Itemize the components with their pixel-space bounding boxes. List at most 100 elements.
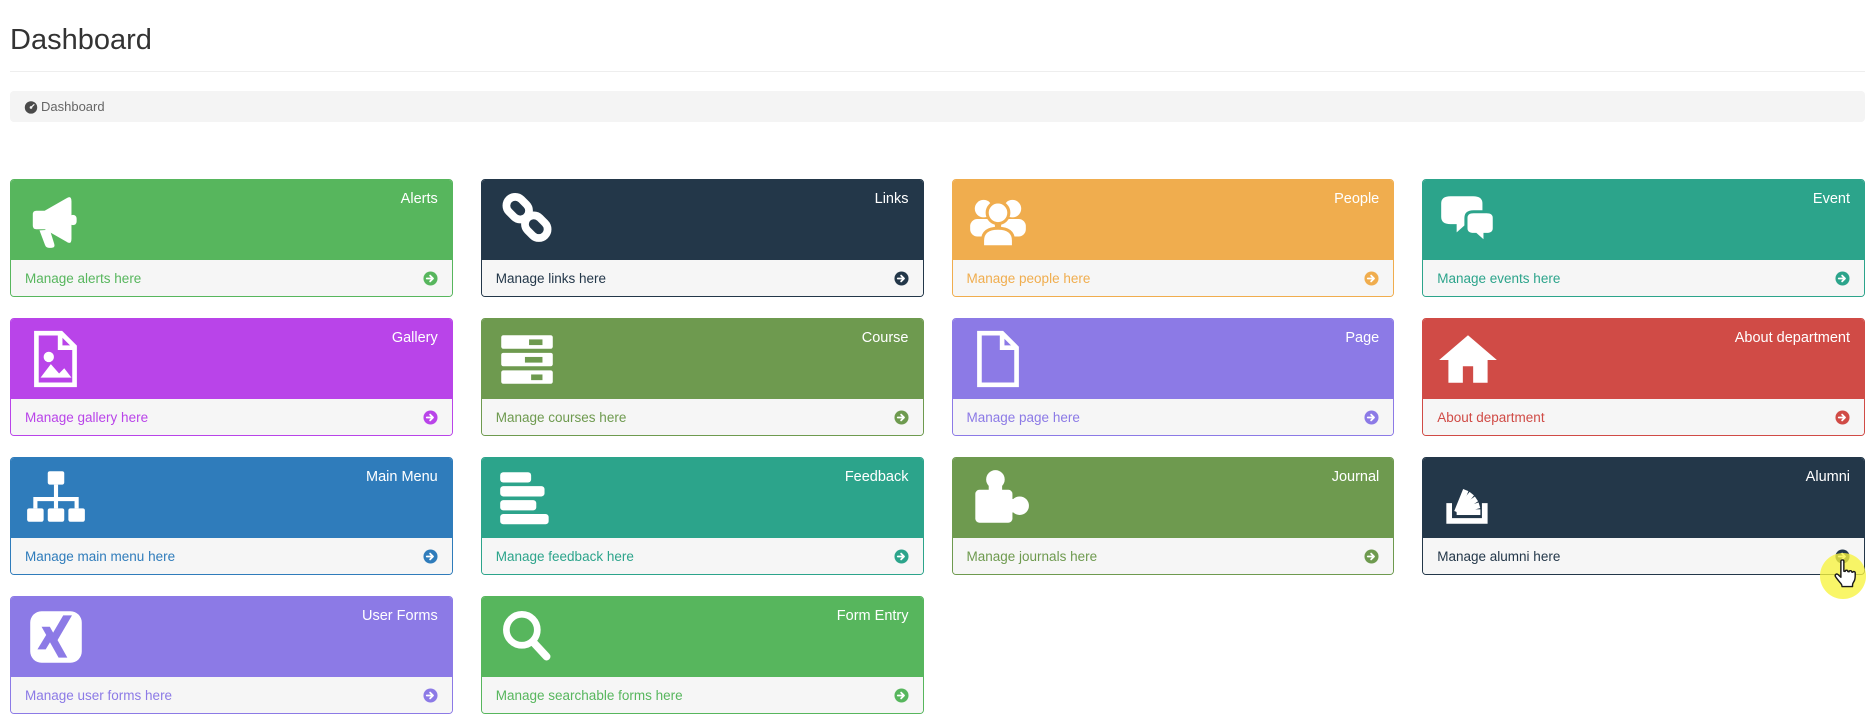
- card-title: Event: [1812, 191, 1850, 207]
- card-footer-label: Manage gallery here: [25, 409, 149, 425]
- card-header: People: [952, 180, 1394, 260]
- card-footer-link[interactable]: Manage page here: [952, 399, 1394, 435]
- arrow-circle-right-icon[interactable]: [1835, 548, 1850, 564]
- card-footer-link[interactable]: Manage events here: [1423, 260, 1864, 296]
- card-page: Page Manage page here: [951, 318, 1395, 436]
- card-people: People Manage people here: [951, 179, 1395, 297]
- arrow-circle-right-icon[interactable]: [423, 687, 438, 703]
- card-footer-label: Manage alumni here: [1437, 548, 1561, 564]
- bullhorn-icon: [23, 187, 89, 253]
- card-gallery: Gallery Manage gallery here: [10, 318, 453, 436]
- arrow-circle-right-icon[interactable]: [423, 548, 438, 564]
- card-footer-link[interactable]: Manage main menu here: [11, 538, 452, 574]
- comments-icon: [1435, 187, 1501, 253]
- card-title: Journal: [1331, 469, 1380, 485]
- arrow-circle-right-icon[interactable]: [893, 409, 909, 425]
- card-footer-link[interactable]: Manage people here: [952, 260, 1394, 296]
- card-main-menu: Main Menu Manage main menu here: [10, 457, 453, 575]
- card-footer-link[interactable]: Manage alumni here: [1423, 538, 1866, 599]
- arrow-circle-right-icon[interactable]: [893, 270, 909, 286]
- card-form-entry: Form Entry Manage searchable forms here: [480, 596, 924, 714]
- card-footer-label: Manage journals here: [966, 548, 1098, 564]
- card-header: User Forms: [11, 597, 452, 677]
- card-header: Main Menu: [11, 458, 452, 538]
- align-left-icon: [494, 465, 560, 531]
- card-header: Form Entry: [481, 597, 923, 677]
- card-footer-link[interactable]: Manage gallery here: [11, 399, 452, 435]
- arrow-circle-right-icon[interactable]: [1364, 548, 1379, 564]
- card-title: Course: [861, 330, 909, 346]
- tasks-icon: [494, 326, 560, 392]
- card-footer-label: Manage events here: [1437, 270, 1561, 286]
- arrow-circle-right-icon[interactable]: [1835, 409, 1850, 425]
- sitemap-icon: [23, 465, 89, 531]
- card-header: Event: [1423, 180, 1864, 260]
- arrow-circle-right-icon[interactable]: [893, 687, 909, 703]
- image-file-icon: [23, 326, 89, 392]
- card-title: Feedback: [844, 469, 909, 485]
- card-footer-link[interactable]: Manage journals here: [952, 538, 1394, 574]
- card-title: Form Entry: [836, 608, 909, 624]
- arrow-circle-right-icon[interactable]: [893, 548, 909, 564]
- card-footer-link[interactable]: About department: [1423, 399, 1864, 435]
- users-icon: [965, 187, 1031, 253]
- card-header: Links: [481, 180, 923, 260]
- card-title: Gallery: [391, 330, 438, 346]
- card-footer-label: Manage links here: [495, 270, 607, 286]
- dashboard-icon: [24, 100, 38, 114]
- card-links: Links Manage links here: [480, 179, 924, 297]
- card-title: People: [1334, 191, 1380, 207]
- arrow-circle-right-icon[interactable]: [423, 270, 438, 286]
- chain-link-icon: [494, 187, 560, 253]
- card-footer-label: Manage page here: [966, 409, 1080, 425]
- card-footer-label: Manage searchable forms here: [495, 687, 683, 703]
- card-footer-label: Manage main menu here: [25, 548, 176, 564]
- card-feedback: Feedback Manage feedback here: [480, 457, 924, 575]
- card-footer-link[interactable]: Manage searchable forms here: [481, 677, 923, 713]
- card-footer-label: Manage user forms here: [25, 687, 173, 703]
- card-footer-label: Manage people here: [966, 270, 1091, 286]
- card-alumni: Alumni Manage alumni here: [1422, 457, 1866, 599]
- card-header: Feedback: [481, 458, 923, 538]
- card-footer-link[interactable]: Manage alerts here: [11, 260, 452, 296]
- card-header: Course: [481, 319, 923, 399]
- card-title: Links: [874, 191, 909, 207]
- arrow-circle-right-icon[interactable]: [1835, 270, 1850, 286]
- card-title: Page: [1345, 330, 1380, 346]
- card-title: Alumni: [1805, 469, 1850, 485]
- stack-overflow-icon: [1435, 465, 1501, 531]
- card-footer-label: Manage alerts here: [25, 270, 142, 286]
- card-header: Journal: [952, 458, 1394, 538]
- card-title: About department: [1734, 330, 1850, 346]
- search-icon: [494, 604, 560, 670]
- card-footer-link[interactable]: Manage courses here: [481, 399, 923, 435]
- card-header: Alerts: [11, 180, 452, 260]
- card-footer-label: About department: [1437, 409, 1545, 425]
- card-header: Alumni: [1423, 458, 1864, 538]
- card-title: User Forms: [362, 608, 438, 624]
- card-footer-link[interactable]: Manage feedback here: [481, 538, 923, 574]
- breadcrumb[interactable]: Dashboard: [10, 91, 1865, 122]
- arrow-circle-right-icon[interactable]: [1364, 409, 1379, 425]
- card-header: About department: [1423, 319, 1864, 399]
- card-grid: Alerts Manage alerts here Links Manage l…: [10, 179, 1866, 714]
- card-title: Alerts: [400, 191, 438, 207]
- card-footer-link[interactable]: Manage user forms here: [11, 677, 452, 713]
- card-event: Event Manage events here: [1422, 179, 1865, 297]
- card-footer-label: Manage feedback here: [495, 548, 634, 564]
- breadcrumb-label: Dashboard: [41, 99, 105, 114]
- card-about-department: About department About department: [1422, 318, 1865, 436]
- card-header: Gallery: [11, 319, 452, 399]
- card-journal: Journal Manage journals here: [951, 457, 1395, 575]
- card-header: Page: [952, 319, 1394, 399]
- page-title: Dashboard: [10, 0, 1865, 72]
- card-footer-link[interactable]: Manage links here: [481, 260, 923, 296]
- xing-square-icon: [23, 604, 89, 670]
- file-outline-icon: [965, 326, 1031, 392]
- card-user-forms: User Forms Manage user forms here: [10, 596, 453, 714]
- card-course: Course Manage courses here: [480, 318, 924, 436]
- arrow-circle-right-icon[interactable]: [423, 409, 438, 425]
- home-icon: [1435, 326, 1501, 392]
- arrow-circle-right-icon[interactable]: [1364, 270, 1379, 286]
